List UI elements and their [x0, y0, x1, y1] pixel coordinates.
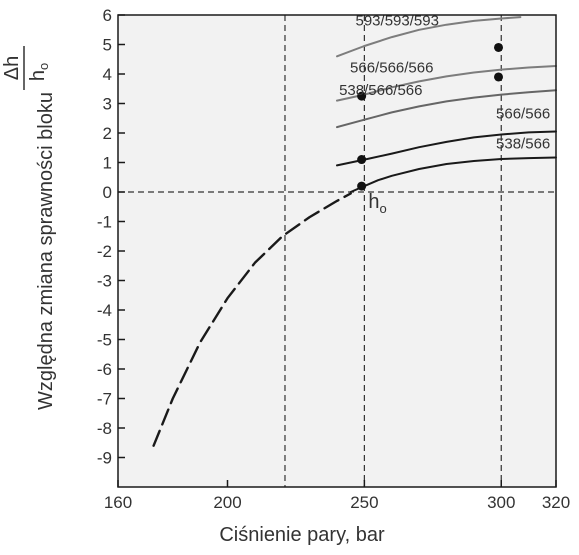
y-axis-title-text: Względna zmiana sprawności bloku	[35, 92, 57, 410]
annotation-ho-h: h	[368, 191, 379, 213]
y-tick-label: -5	[97, 331, 112, 350]
x-axis-title: Ciśnienie pary, bar	[219, 524, 385, 546]
y-tick-label: -2	[97, 242, 112, 261]
y-tick-label: 6	[103, 6, 112, 25]
y-fraction-denominator-h: h	[27, 70, 49, 81]
data-point-marker	[357, 155, 366, 164]
annotation-ho-sub: o	[380, 201, 387, 216]
y-tick-label: -9	[97, 449, 112, 468]
y-tick-label: -1	[97, 213, 112, 232]
series-label-566-566: 566/566	[496, 105, 550, 122]
x-tick-label: 320	[542, 493, 570, 512]
data-point-marker	[494, 72, 503, 81]
y-tick-label: 5	[103, 36, 112, 55]
series-label-538-566: 538/566	[496, 136, 550, 153]
y-tick-label: -6	[97, 360, 112, 379]
y-tick-label: 0	[103, 183, 112, 202]
y-axis-title: Względna zmiana sprawności bloku	[35, 92, 57, 410]
y-tick-label: 1	[103, 154, 112, 173]
y-tick-label: 2	[103, 124, 112, 143]
plot-area	[118, 15, 556, 487]
y-tick-label: 4	[103, 65, 112, 84]
y-tick-label: -4	[97, 301, 112, 320]
x-tick-label: 300	[487, 493, 515, 512]
y-fraction-denominator: ho	[27, 63, 51, 81]
y-axis-fraction: Δh ho	[1, 46, 51, 90]
data-point-marker	[357, 182, 366, 191]
y-tick-label: -8	[97, 419, 112, 438]
series-label-566-566-566: 566/566/566	[350, 60, 433, 77]
y-tick-label: -3	[97, 272, 112, 291]
data-point-marker	[494, 43, 503, 52]
x-tick-label: 250	[350, 493, 378, 512]
series-label-538-566-566: 538/566/566	[339, 82, 422, 99]
y-fraction-numerator: Δh	[1, 56, 23, 80]
y-tick-label: -7	[97, 390, 112, 409]
x-tick-label: 200	[213, 493, 241, 512]
x-tick-label: 160	[104, 493, 132, 512]
y-tick-label: 3	[103, 95, 112, 114]
y-fraction-denominator-sub: o	[36, 63, 51, 70]
